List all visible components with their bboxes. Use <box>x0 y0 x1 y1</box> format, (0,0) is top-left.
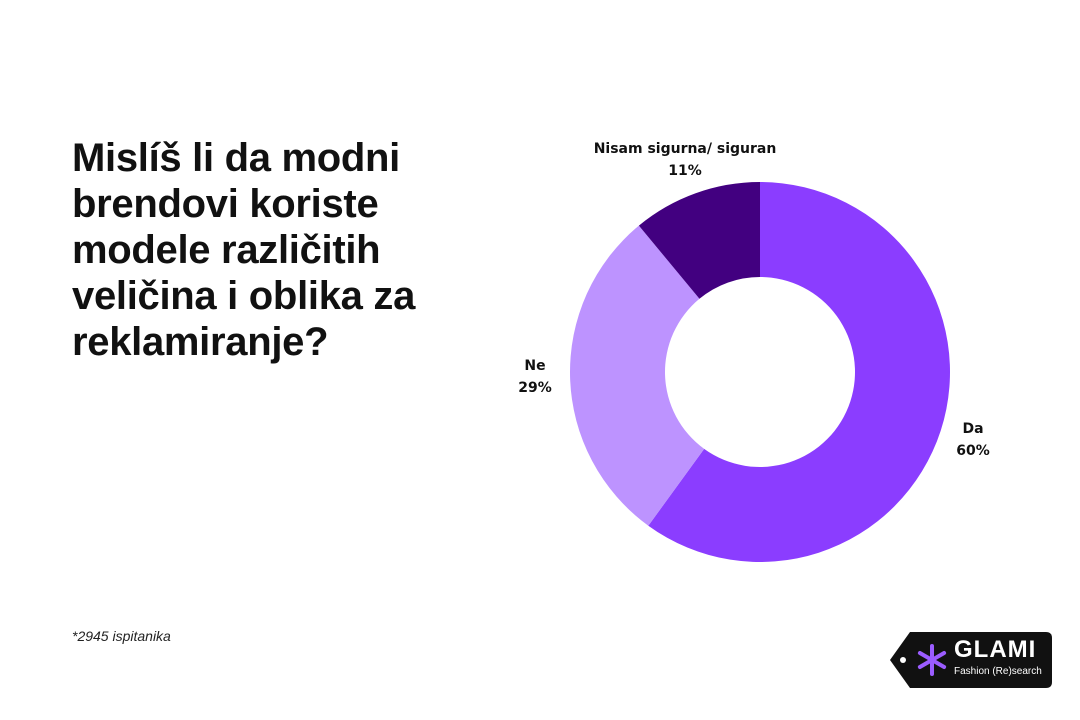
slice-nisam <box>638 182 760 299</box>
slice-label-ne: Ne 29% <box>518 355 552 399</box>
glami-logo: GLAMI Fashion (Re)search <box>888 630 1054 690</box>
slice-name: Nisam sigurna/ siguran <box>593 141 777 157</box>
slice-label-da: Da 60% <box>956 418 990 462</box>
slice-label-nisam: Nisam sigurna/ siguran 11% <box>594 138 777 182</box>
asterisk-star-icon <box>917 644 947 676</box>
respondents-footnote: *2945 ispitanika <box>72 628 171 644</box>
slice-percent: 11% <box>668 163 702 179</box>
question-title: Mislíš li da modni brendovi koriste mode… <box>72 136 416 364</box>
slice-name: Da <box>962 421 984 437</box>
slice-da <box>648 182 950 562</box>
logo-tagline: Fashion (Re)search <box>954 666 1042 677</box>
logo-name: GLAMI <box>954 636 1037 663</box>
logo-tag-shape <box>890 632 1052 688</box>
slice-percent: 29% <box>518 380 552 396</box>
slice-name: Ne <box>524 358 546 374</box>
donut-chart: Da 60% Ne 29% Nisam sigurna/ siguran 11% <box>500 130 1040 590</box>
donut-svg <box>570 182 950 562</box>
slice-percent: 60% <box>956 443 990 459</box>
slice-ne <box>570 225 705 526</box>
